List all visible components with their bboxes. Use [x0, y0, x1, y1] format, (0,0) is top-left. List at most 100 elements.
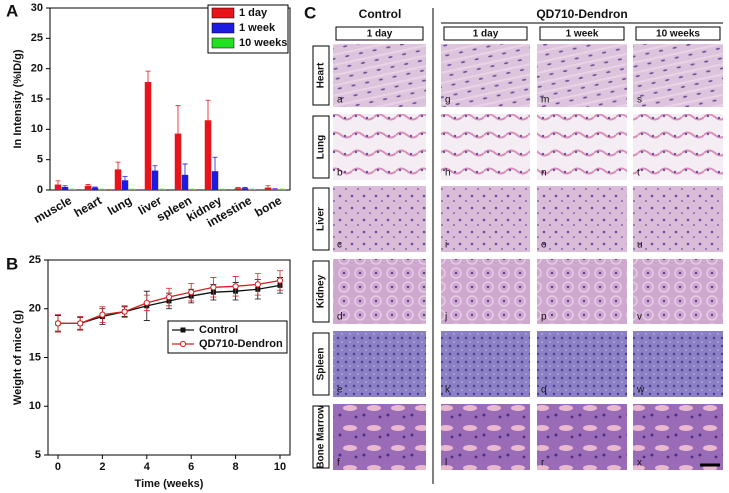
y-tick-label: 20: [31, 63, 43, 75]
panel-label: C: [304, 3, 316, 22]
micrograph: [441, 404, 530, 470]
legend-label: Control: [199, 324, 238, 336]
x-tick-label: bone: [252, 193, 284, 220]
row-label: Liver: [316, 207, 327, 231]
point: [254, 281, 261, 288]
error-bar: [272, 188, 278, 190]
image-letter: n: [541, 168, 547, 179]
micrograph: [333, 114, 426, 180]
micrograph: [633, 259, 723, 324]
micrograph: [633, 44, 723, 107]
point: [165, 293, 173, 301]
y-tick-label: 10: [29, 400, 41, 412]
micrograph: [633, 404, 723, 470]
error-bar: [182, 163, 188, 175]
micrograph: [333, 331, 426, 397]
legend-label: 1 week: [239, 22, 276, 34]
error-bar: [145, 70, 151, 83]
point: [276, 277, 284, 284]
column-box: [539, 26, 625, 41]
bar: [234, 188, 242, 190]
x-tick-label: heart: [72, 193, 104, 220]
image-letter: w: [636, 385, 645, 396]
image-letter: o: [541, 240, 547, 251]
bar: [264, 187, 272, 190]
bar: [158, 189, 166, 190]
panel-label: A: [6, 1, 18, 20]
row-label: Spleen: [316, 348, 327, 381]
y-tick-label: 30: [31, 2, 43, 14]
image-letter: e: [337, 385, 343, 396]
row-box: [312, 115, 330, 179]
image-letter: j: [444, 312, 447, 323]
image-letter: m: [541, 95, 549, 106]
x-tick-label: 6: [188, 461, 194, 473]
y-tick-label: 0: [37, 184, 43, 196]
point: [143, 299, 150, 306]
row-box: [312, 332, 330, 396]
image-letter: s: [637, 95, 642, 106]
bar: [68, 189, 76, 190]
bar: [121, 180, 129, 190]
image-letter: t: [637, 168, 640, 179]
micrograph: [441, 331, 530, 397]
row-label: Heart: [316, 62, 327, 88]
row-label: Kidney: [316, 274, 327, 308]
error-bar: [175, 105, 181, 134]
bar: [98, 189, 106, 190]
column-label: 10 weeks: [656, 29, 700, 40]
bar: [128, 189, 136, 190]
bar: [241, 188, 249, 190]
image-letter: q: [541, 385, 547, 396]
bar: [218, 189, 226, 190]
x-tick-label: 8: [233, 461, 239, 473]
y-tick-label: 15: [29, 351, 41, 363]
y-axis-label: Weight of mice (g): [12, 310, 24, 405]
x-axis-label: Time (weeks): [135, 478, 204, 490]
error-bar: [242, 187, 248, 189]
image-letter: d: [337, 312, 343, 323]
image-letter: c: [337, 240, 342, 251]
x-tick-label: muscle: [31, 193, 74, 226]
micrograph: [333, 186, 426, 252]
point: [210, 284, 217, 291]
column-box: [443, 26, 528, 41]
x-tick-label: 10: [274, 461, 286, 473]
y-tick-label: 25: [31, 32, 43, 44]
micrograph: [441, 44, 530, 107]
y-axis-label: In Intensity (%ID/g): [12, 49, 24, 148]
image-letter: p: [541, 312, 547, 323]
bar: [278, 189, 286, 190]
y-tick-label: 25: [29, 254, 41, 266]
bar: [248, 189, 256, 190]
error-bar: [92, 186, 98, 188]
row-box: [312, 45, 330, 106]
bar: [188, 189, 196, 190]
legend-marker: [179, 340, 187, 348]
image-letter: h: [445, 168, 451, 179]
point: [77, 320, 84, 327]
image-letter: i: [445, 240, 447, 251]
micrograph: [441, 186, 530, 252]
micrograph: [633, 331, 723, 397]
error-bar: [235, 187, 241, 189]
x-tick-label: 4: [144, 461, 151, 473]
column-box: [335, 26, 424, 41]
column-label: 1 day: [367, 29, 393, 40]
error-bar: [85, 184, 91, 186]
group-label: Control: [359, 7, 402, 21]
error-bar: [55, 180, 61, 185]
micrograph: [537, 331, 627, 397]
row-label: Bone Marrow: [316, 405, 327, 469]
point: [54, 320, 62, 327]
y-tick-label: 15: [31, 93, 43, 105]
legend-swatch: [211, 7, 235, 19]
point: [99, 311, 106, 318]
y-tick-label: 20: [29, 303, 41, 315]
image-letter: l: [445, 458, 447, 469]
error-bar: [115, 161, 121, 170]
image-letter: v: [637, 312, 642, 323]
error-bar: [212, 156, 218, 172]
micrograph: [537, 404, 627, 470]
